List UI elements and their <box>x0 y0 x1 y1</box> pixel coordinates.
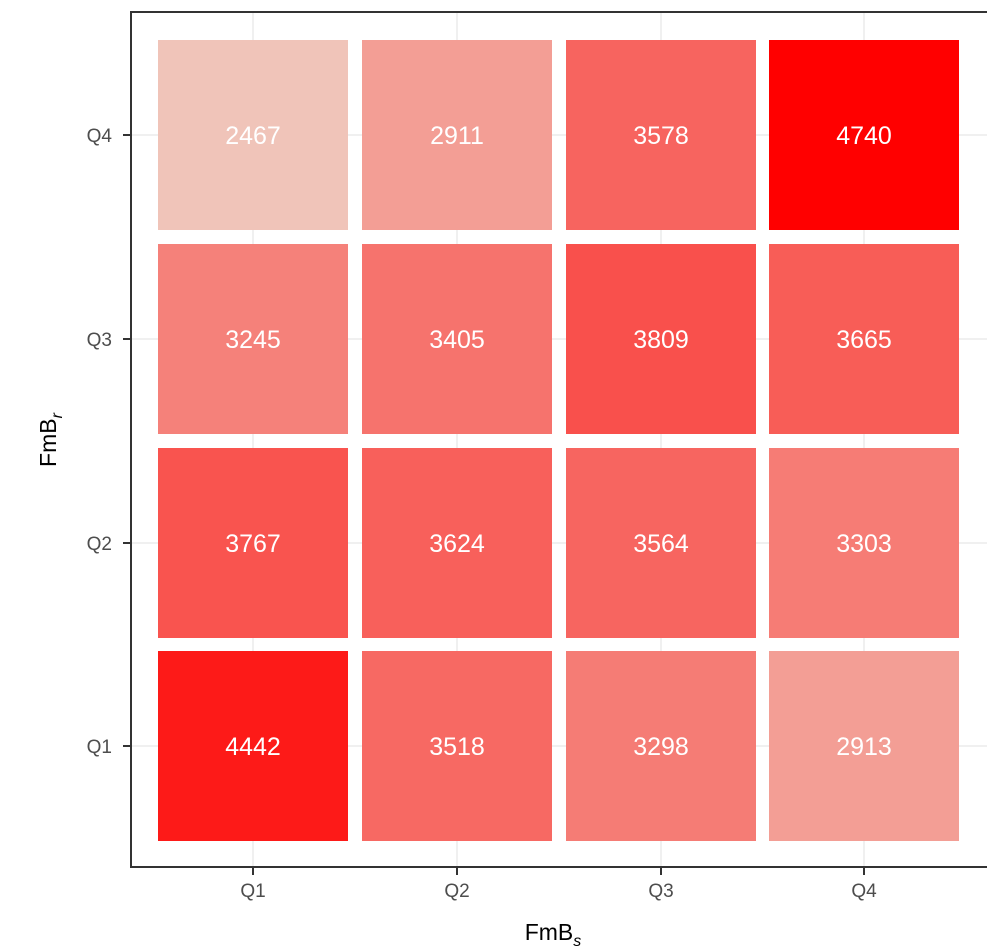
cell-value-label: 3665 <box>836 326 892 354</box>
heatmap-cell <box>566 448 756 638</box>
cell-value-labels: 4442 3518 3298 2913 3767 3624 3564 3303 3245 3405… <box>225 122 892 761</box>
y-axis-title-subscript: r <box>49 412 66 418</box>
heatmap-cell <box>769 40 959 230</box>
x-tick-label: Q1 <box>240 881 265 902</box>
heatmap-cell <box>158 448 348 638</box>
heatmap-cell <box>362 40 552 230</box>
y-tick-label: Q1 <box>87 737 112 758</box>
heatmap-cell <box>769 651 959 841</box>
heatmap-cell <box>769 448 959 638</box>
cell-value-label: 3564 <box>633 530 689 558</box>
x-axis-title-base: FmB <box>525 919 574 945</box>
heatmap-cell <box>362 244 552 434</box>
cell-value-label: 3518 <box>429 733 485 761</box>
heatmap-cell <box>362 651 552 841</box>
heatmap-cell <box>158 244 348 434</box>
heatmap-cell <box>566 40 756 230</box>
cell-value-label: 3578 <box>633 122 689 150</box>
x-axis-ticks: Q1 Q2 Q3 Q4 <box>240 867 877 902</box>
heatmap-cell <box>566 244 756 434</box>
x-axis-title: FmBs <box>525 919 582 948</box>
heatmap-cell <box>158 651 348 841</box>
y-axis-title-base: FmB <box>35 418 61 467</box>
heatmap-cell <box>566 651 756 841</box>
heatmap-cell <box>362 448 552 638</box>
y-axis-title: FmBr <box>35 412 66 467</box>
x-axis-title-subscript: s <box>573 933 581 948</box>
y-tick-label: Q2 <box>87 534 112 555</box>
y-tick-label: Q3 <box>87 330 112 351</box>
heatmap-cell <box>769 244 959 434</box>
cell-value-label: 3767 <box>225 530 281 558</box>
cell-value-label: 2467 <box>225 122 281 150</box>
cell-value-label: 3303 <box>836 530 892 558</box>
x-tick-label: Q2 <box>444 881 469 902</box>
cell-value-label: 3624 <box>429 530 485 558</box>
cell-value-label: 4740 <box>836 122 892 150</box>
cell-value-label: 3298 <box>633 733 689 761</box>
x-tick-label: Q4 <box>851 881 877 902</box>
cell-value-label: 2911 <box>430 122 484 150</box>
cell-value-label: 3809 <box>633 326 689 354</box>
heatmap-cell <box>158 40 348 230</box>
cell-value-label: 2913 <box>836 733 892 761</box>
cell-value-label: 3405 <box>429 326 485 354</box>
cell-value-label: 4442 <box>225 733 281 761</box>
x-tick-label: Q3 <box>648 881 673 902</box>
panel-border <box>130 11 987 868</box>
cell-value-label: 3245 <box>225 326 281 354</box>
heatmap-cells <box>158 40 959 841</box>
y-axis-ticks: Q1 Q2 Q3 Q4 <box>87 126 131 758</box>
y-tick-label: Q4 <box>87 126 113 147</box>
